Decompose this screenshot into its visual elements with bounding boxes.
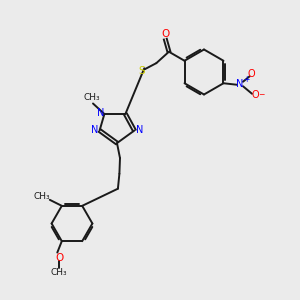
Text: O: O — [55, 253, 63, 263]
Text: S: S — [139, 66, 145, 76]
Text: −: − — [258, 90, 265, 99]
Text: CH₃: CH₃ — [83, 93, 100, 102]
Text: CH₃: CH₃ — [51, 268, 68, 277]
Text: O: O — [247, 69, 255, 79]
Text: O: O — [161, 29, 170, 39]
Text: N: N — [236, 79, 244, 89]
Text: CH₃: CH₃ — [33, 192, 50, 201]
Text: +: + — [243, 75, 250, 84]
Text: N: N — [91, 125, 98, 135]
Text: O: O — [251, 90, 259, 100]
Text: N: N — [97, 107, 104, 118]
Text: N: N — [136, 125, 143, 135]
